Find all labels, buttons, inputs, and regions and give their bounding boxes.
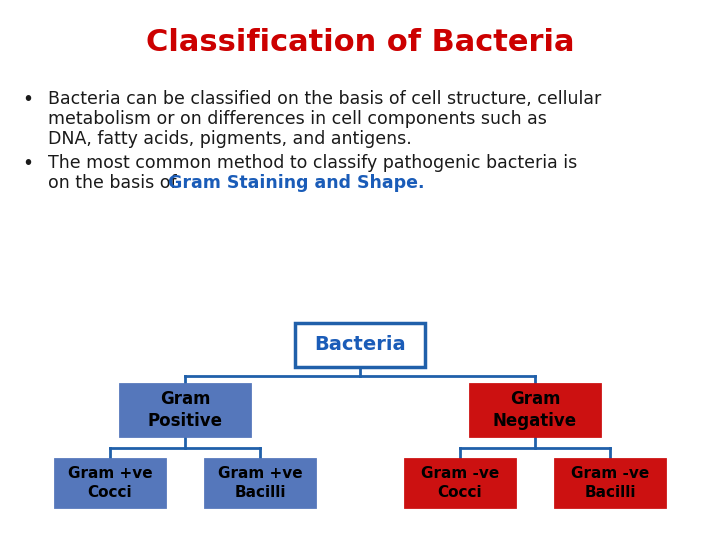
FancyBboxPatch shape	[205, 459, 315, 507]
FancyBboxPatch shape	[470, 384, 600, 436]
Text: Gram +ve
Cocci: Gram +ve Cocci	[68, 466, 153, 500]
Text: •: •	[22, 154, 33, 173]
Text: •: •	[22, 90, 33, 109]
Text: metabolism or on differences in cell components such as: metabolism or on differences in cell com…	[48, 110, 547, 128]
FancyBboxPatch shape	[55, 459, 165, 507]
Text: Gram +ve
Bacilli: Gram +ve Bacilli	[217, 466, 302, 500]
Text: Bacteria: Bacteria	[314, 335, 406, 354]
Text: on the basis of: on the basis of	[48, 174, 182, 192]
FancyBboxPatch shape	[405, 459, 515, 507]
FancyBboxPatch shape	[295, 323, 425, 367]
Text: Gram Staining and Shape.: Gram Staining and Shape.	[168, 174, 425, 192]
Text: Gram
Positive: Gram Positive	[148, 390, 222, 430]
FancyBboxPatch shape	[120, 384, 250, 436]
FancyBboxPatch shape	[555, 459, 665, 507]
Text: Bacteria can be classified on the basis of cell structure, cellular: Bacteria can be classified on the basis …	[48, 90, 601, 108]
Text: DNA, fatty acids, pigments, and antigens.: DNA, fatty acids, pigments, and antigens…	[48, 130, 412, 148]
Text: Gram -ve
Cocci: Gram -ve Cocci	[421, 466, 499, 500]
Text: The most common method to classify pathogenic bacteria is: The most common method to classify patho…	[48, 154, 577, 172]
Text: Gram
Negative: Gram Negative	[493, 390, 577, 430]
Text: Classification of Bacteria: Classification of Bacteria	[145, 28, 575, 57]
Text: Gram -ve
Bacilli: Gram -ve Bacilli	[571, 466, 649, 500]
